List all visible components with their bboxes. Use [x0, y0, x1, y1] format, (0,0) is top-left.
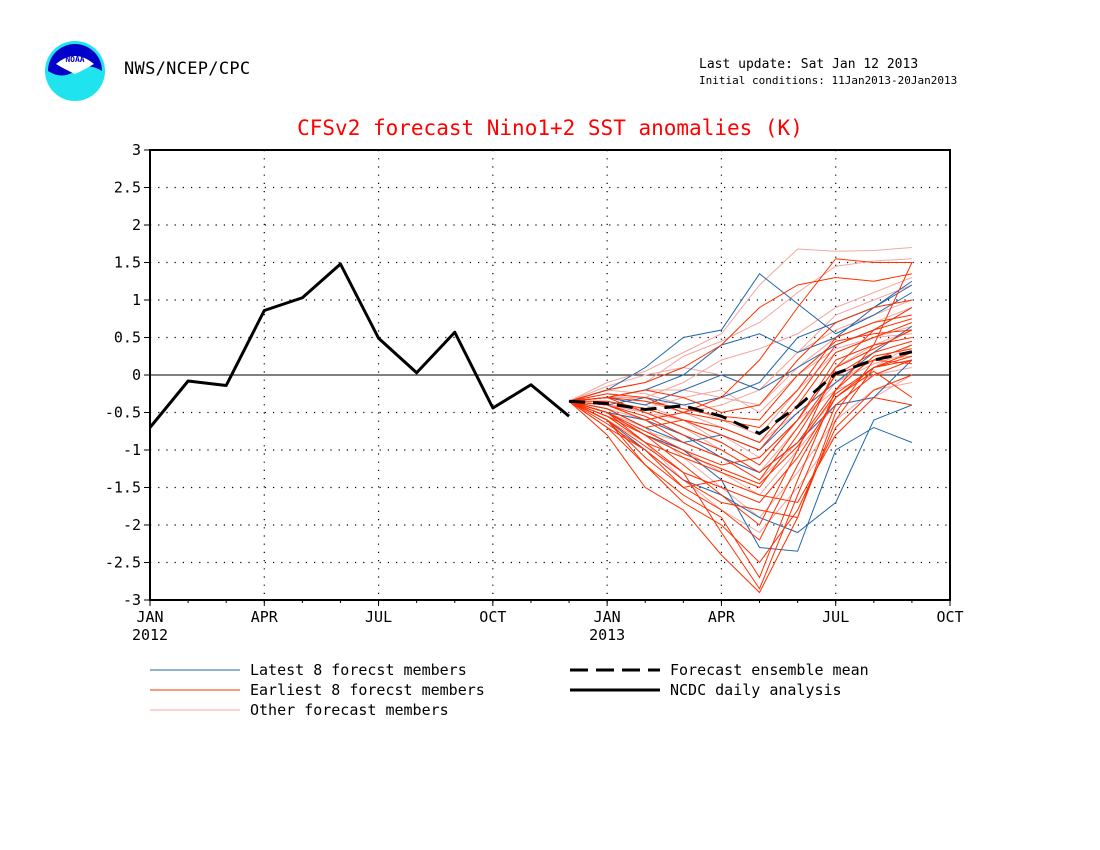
forecast-member-line-earliest: [568, 340, 913, 489]
x-tick-label: JAN: [136, 608, 163, 626]
forecast-member-line-other: [568, 247, 912, 402]
y-tick-label: 2: [132, 216, 141, 234]
forecast-member-line-latest: [568, 273, 913, 402]
x-tick-year-label: 2012: [132, 626, 168, 644]
forecast-member-line-earliest: [568, 359, 913, 541]
x-tick-year-label: 2013: [589, 626, 625, 644]
forecast-member-line-earliest: [568, 329, 913, 466]
ncdc-analysis-line: [148, 262, 571, 429]
forecast-member-line-earliest: [568, 374, 913, 564]
forecast-members: [568, 247, 913, 594]
x-tick-label: JUL: [822, 608, 849, 626]
grid: [150, 150, 950, 600]
y-tick-label: -1: [123, 441, 141, 459]
x-tick-label: APR: [708, 608, 736, 626]
legend-label-other: Other forecast members: [250, 701, 449, 719]
forecast-member-line-latest: [568, 325, 913, 451]
ensemble-mean-line: [568, 350, 913, 435]
noaa-logo-text: NOAA: [65, 55, 84, 64]
forecast-member-line-earliest: [568, 273, 913, 402]
x-tick-label: JAN: [594, 608, 621, 626]
initial-conditions-text: Initial conditions: 11Jan2013-20Jan2013: [699, 74, 958, 87]
forecast-member-line-earliest: [568, 396, 913, 504]
legend-label-mean: Forecast ensemble mean: [670, 661, 869, 679]
noaa-logo: NOAA: [45, 41, 105, 101]
y-tick-label: 1.5: [114, 254, 141, 272]
y-tick-label: -1.5: [105, 479, 141, 497]
forecast-member-line-earliest: [568, 344, 913, 519]
forecast-member-line-latest: [568, 359, 913, 474]
forecast-member-line-earliest: [568, 352, 913, 594]
org-label: NWS/NCEP/CPC: [124, 59, 251, 79]
legend-label-latest: Latest 8 forecst members: [250, 661, 467, 679]
last-update-text: Last update: Sat Jan 12 2013: [699, 57, 919, 72]
forecast-member-line-earliest: [568, 355, 913, 485]
forecast-member-line-other: [568, 382, 913, 519]
noaa-logo-gull: [56, 56, 94, 74]
y-tick-label: -2: [123, 516, 141, 534]
forecast-member-line-earliest: [568, 329, 912, 421]
x-tick-label: OCT: [479, 608, 506, 626]
chart-title: CFSv2 forecast Nino1+2 SST anomalies (K): [297, 116, 803, 140]
y-tick-label: 1: [132, 291, 141, 309]
forecast-member-line-earliest: [568, 307, 913, 526]
legend: Latest 8 forecst members Earliest 8 forec…: [150, 661, 869, 719]
x-tick-label: OCT: [936, 608, 963, 626]
forecast-member-line-earliest: [568, 359, 913, 590]
y-tick-label: -0.5: [105, 404, 141, 422]
axes: 32.521.510.50-0.5-1-1.5-2-2.5-3JAN2012AP…: [105, 141, 964, 644]
y-tick-label: 0: [132, 366, 141, 384]
y-tick-label: 2.5: [114, 179, 141, 197]
main-series: [148, 262, 913, 435]
forecast-member-line-other: [569, 355, 912, 474]
legend-label-earliest: Earliest 8 forecst members: [250, 681, 485, 699]
x-tick-label: APR: [251, 608, 279, 626]
legend-label-analysis: NCDC daily analysis: [670, 681, 842, 699]
y-tick-label: -2.5: [105, 554, 141, 572]
y-tick-label: 3: [132, 141, 141, 159]
forecast-member-line-earliest: [568, 370, 913, 504]
y-tick-label: -3: [123, 591, 141, 609]
forecast-member-line-earliest: [568, 299, 913, 414]
y-tick-label: 0.5: [114, 329, 141, 347]
x-tick-label: JUL: [365, 608, 392, 626]
forecast-member-line-earliest: [568, 322, 913, 451]
